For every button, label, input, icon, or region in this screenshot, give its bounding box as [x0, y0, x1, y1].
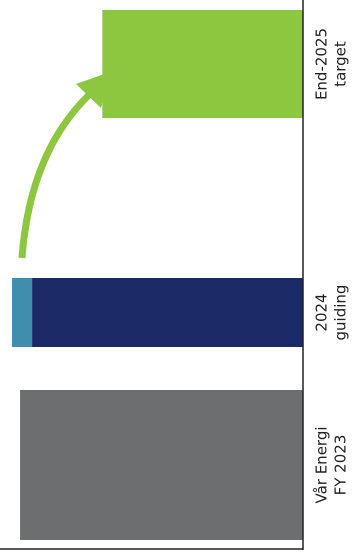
category-label: target: [332, 41, 350, 87]
category-label: Vår Energi: [313, 426, 331, 503]
bar: [102, 10, 303, 118]
bar: [32, 278, 303, 347]
category-label: FY 2023: [332, 435, 350, 496]
arrow: [18, 89, 95, 259]
range-bar: [12, 278, 33, 347]
bar: [20, 390, 304, 540]
category-label: 2024: [313, 293, 331, 331]
category-label: End-2025: [313, 28, 331, 100]
arrow-head: [76, 72, 110, 108]
category-label: guiding: [332, 285, 350, 341]
